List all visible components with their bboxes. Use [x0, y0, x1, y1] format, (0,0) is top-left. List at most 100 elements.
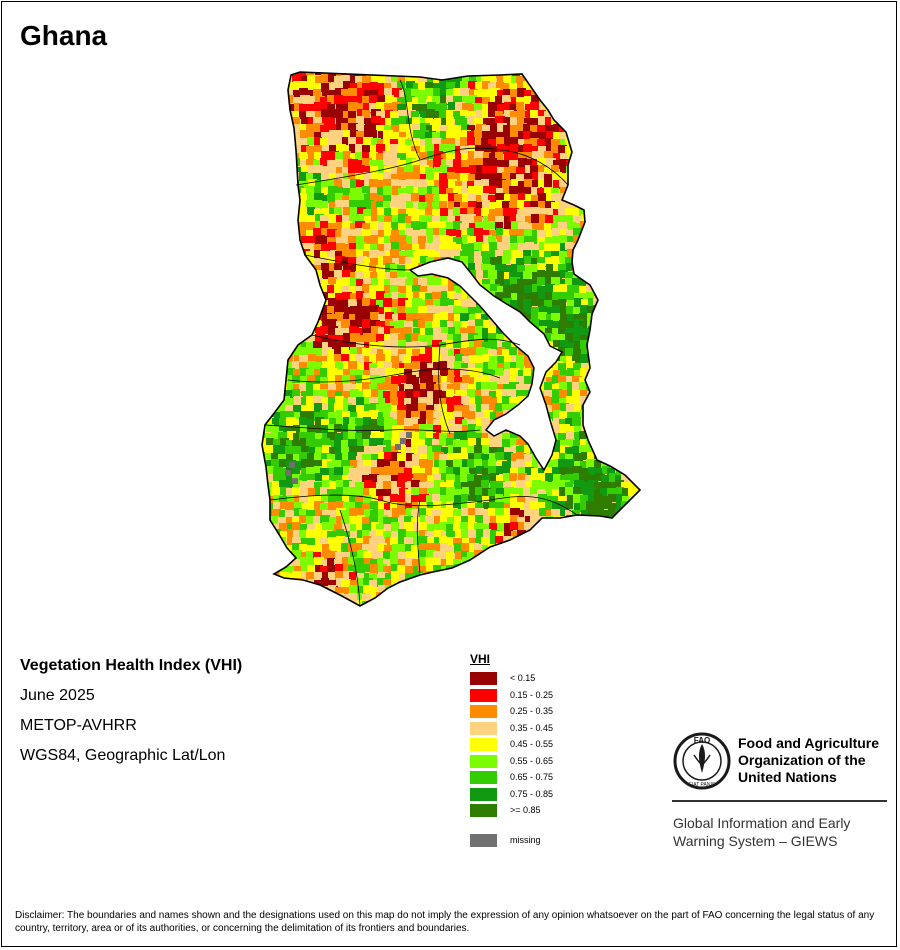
vhi-pixel: [545, 307, 554, 316]
vhi-pixel: [588, 180, 597, 189]
vhi-pixel: [607, 271, 616, 280]
vhi-pixel: [517, 517, 525, 525]
vhi-pixel: [588, 145, 596, 153]
vhi-pixel: [313, 529, 321, 537]
vhi-pixel: [418, 202, 427, 211]
vhi-pixel: [411, 480, 420, 489]
vhi-pixel: [580, 158, 590, 168]
vhi-pixel: [321, 228, 331, 238]
vhi-pixel: [341, 123, 350, 132]
vhi-pixel: [322, 403, 332, 413]
vhi-pixel: [369, 179, 378, 188]
vhi-pixel: [630, 599, 638, 606]
vhi-pixel: [545, 333, 553, 341]
vhi-pixel: [467, 207, 475, 215]
vhi-pixel: [629, 411, 637, 419]
vhi-pixel: [475, 412, 484, 421]
vhi-pixel: [292, 522, 301, 531]
vhi-pixel: [621, 243, 631, 253]
vhi-pixel: [476, 347, 485, 356]
vhi-pixel: [488, 333, 498, 343]
vhi-pixel: [371, 600, 381, 606]
vhi-pixel: [420, 473, 429, 482]
vhi-pixel: [504, 110, 514, 120]
vhi-pixel: [420, 123, 430, 133]
vhi-pixel: [607, 453, 616, 462]
vhi-pixel: [622, 328, 630, 336]
vhi-pixel: [265, 396, 275, 406]
vhi-pixel: [419, 215, 428, 224]
vhi-pixel: [266, 424, 274, 432]
vhi-pixel: [264, 524, 273, 533]
vhi-pixel: [622, 159, 631, 168]
vhi-pixel: [321, 102, 331, 112]
vhi-pixel: [306, 396, 316, 406]
vhi-pixel: [629, 214, 637, 222]
vhi-pixel: [475, 390, 485, 400]
vhi-pixel: [551, 334, 561, 344]
vhi-pixel: [510, 559, 520, 569]
vhi-pixel: [398, 495, 407, 504]
vhi-pixel: [279, 459, 287, 467]
vhi-pixel: [614, 109, 624, 119]
vhi-pixel: [595, 201, 603, 209]
vhi-pixel: [343, 151, 351, 159]
vhi-pixel: [489, 391, 499, 401]
vhi-pixel: [434, 480, 444, 490]
vhi-pixel: [405, 216, 415, 226]
vhi-pixel: [601, 285, 609, 293]
vhi-pixel: [334, 439, 342, 447]
vhi-pixel: [518, 158, 527, 167]
vhi-pixel: [516, 167, 525, 176]
vhi-pixel: [376, 438, 384, 446]
vhi-pixel: [426, 382, 436, 392]
vhi-pixel: [356, 249, 364, 257]
vhi-pixel: [551, 256, 559, 264]
vhi-pixel: [301, 188, 309, 196]
vhi-pixel: [453, 524, 462, 533]
vhi-pixel: [335, 72, 345, 79]
vhi-pixel: [418, 419, 426, 427]
vhi-pixel: [299, 81, 308, 90]
vhi-pixel: [636, 299, 640, 307]
vhi-pixel: [567, 90, 575, 98]
vhi-pixel: [398, 202, 408, 212]
vhi-pixel: [453, 96, 463, 106]
vhi-pixel: [602, 417, 610, 425]
vhi-pixel: [642, 116, 651, 125]
vhi-pixel: [265, 487, 275, 497]
legend-label: 0.65 - 0.75: [510, 772, 554, 782]
vhi-pixel: [495, 222, 503, 230]
vhi-pixel: [552, 384, 560, 392]
vhi-pixel: [614, 382, 622, 390]
vhi-pixel: [357, 207, 366, 216]
vhi-pixel: [273, 502, 283, 512]
vhi-pixel: [517, 209, 526, 218]
vhi-pixel: [630, 250, 639, 259]
vhi-pixel: [586, 96, 594, 104]
vhi-pixel: [468, 111, 476, 119]
vhi-pixel: [413, 580, 422, 589]
vhi-pixel: [292, 361, 302, 371]
vhi-pixel: [481, 173, 490, 182]
vhi-pixel: [623, 342, 633, 352]
vhi-pixel: [488, 489, 498, 499]
vhi-pixel: [363, 417, 371, 425]
vhi-pixel: [287, 89, 297, 99]
vhi-pixel: [546, 131, 556, 141]
legend-swatch: [470, 755, 497, 768]
vhi-pixel: [420, 111, 430, 121]
vhi-pixel: [427, 278, 435, 286]
vhi-pixel: [413, 251, 423, 261]
vhi-pixel: [530, 102, 539, 111]
vhi-pixel: [271, 453, 279, 461]
vhi-pixel: [518, 229, 528, 239]
vhi-pixel: [637, 292, 640, 300]
vhi-pixel: [294, 305, 303, 314]
vhi-pixel: [580, 523, 590, 533]
vhi-pixel: [363, 488, 372, 497]
vhi-pixel: [454, 314, 463, 323]
vhi-pixel: [509, 83, 517, 91]
vhi-pixel: [608, 349, 618, 359]
vhi-pixel: [447, 172, 455, 180]
